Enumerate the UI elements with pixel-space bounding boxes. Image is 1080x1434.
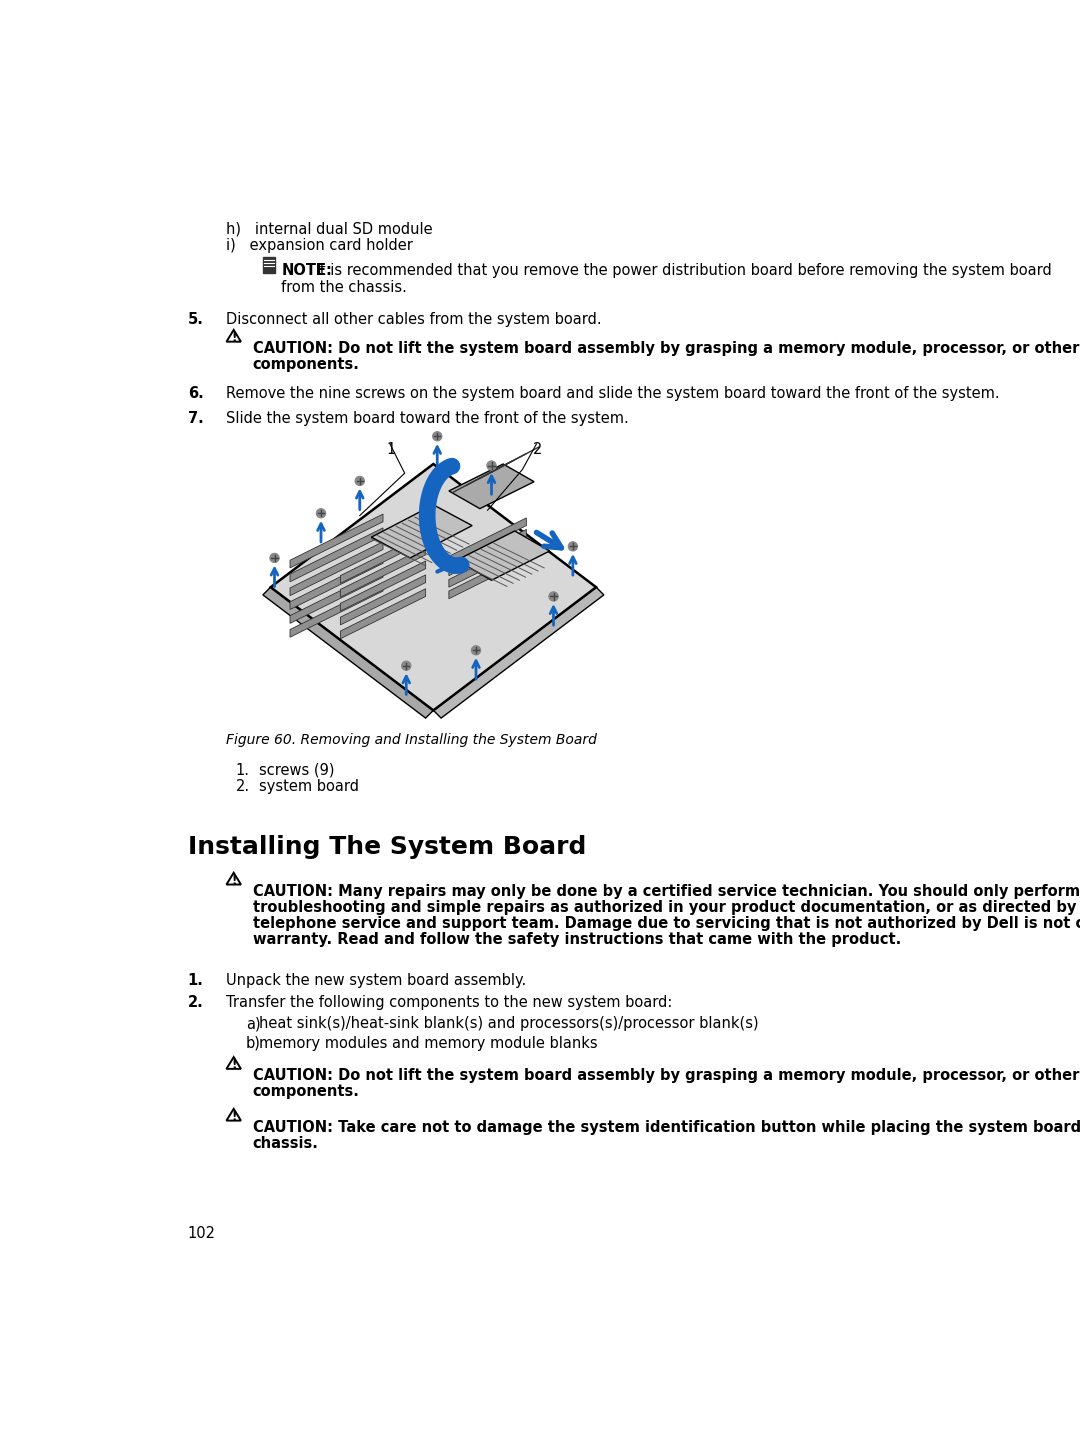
Circle shape xyxy=(549,592,558,601)
Text: Transfer the following components to the new system board:: Transfer the following components to the… xyxy=(227,995,673,1011)
Polygon shape xyxy=(449,541,526,587)
Polygon shape xyxy=(340,561,426,611)
Text: components.: components. xyxy=(253,1084,360,1100)
Text: 7.: 7. xyxy=(188,410,203,426)
Text: Installing The System Board: Installing The System Board xyxy=(188,836,586,859)
Text: NOTE:: NOTE: xyxy=(282,264,333,278)
Circle shape xyxy=(568,542,578,551)
Text: !: ! xyxy=(231,873,237,886)
Polygon shape xyxy=(433,587,604,718)
Polygon shape xyxy=(262,587,433,718)
Text: Figure 60. Removing and Installing the System Board: Figure 60. Removing and Installing the S… xyxy=(227,733,597,747)
Text: 5.: 5. xyxy=(188,313,203,327)
Text: h)   internal dual SD module: h) internal dual SD module xyxy=(227,221,433,237)
Text: 102: 102 xyxy=(188,1226,216,1240)
Text: CAUTION: Take care not to damage the system identification button while placing : CAUTION: Take care not to damage the sys… xyxy=(253,1120,1080,1134)
Text: heat sink(s)/heat-sink blank(s) and processors(s)/processor blank(s): heat sink(s)/heat-sink blank(s) and proc… xyxy=(259,1017,758,1031)
Text: !: ! xyxy=(231,1110,237,1123)
Text: memory modules and memory module blanks: memory modules and memory module blanks xyxy=(259,1035,597,1051)
Text: troubleshooting and simple repairs as authorized in your product documentation, : troubleshooting and simple repairs as au… xyxy=(253,901,1080,915)
Polygon shape xyxy=(291,584,383,637)
Text: 1: 1 xyxy=(387,443,395,457)
Text: b): b) xyxy=(246,1035,260,1051)
Polygon shape xyxy=(449,552,526,599)
Polygon shape xyxy=(449,465,535,509)
Polygon shape xyxy=(291,569,383,624)
Polygon shape xyxy=(372,505,472,558)
Polygon shape xyxy=(340,548,426,597)
Text: CAUTION: Many repairs may only be done by a certified service technician. You sh: CAUTION: Many repairs may only be done b… xyxy=(253,883,1080,899)
Text: Disconnect all other cables from the system board.: Disconnect all other cables from the sys… xyxy=(227,313,602,327)
Text: 2.: 2. xyxy=(188,995,203,1011)
Text: It is recommended that you remove the power distribution board before removing t: It is recommended that you remove the po… xyxy=(311,264,1052,278)
Text: !: ! xyxy=(231,1058,237,1071)
Polygon shape xyxy=(340,533,426,584)
Polygon shape xyxy=(291,513,383,568)
Text: from the chassis.: from the chassis. xyxy=(282,280,407,294)
Text: 6.: 6. xyxy=(188,386,203,402)
Text: 2: 2 xyxy=(534,443,542,457)
Circle shape xyxy=(487,460,496,470)
Text: 1.: 1. xyxy=(188,972,203,988)
Polygon shape xyxy=(291,542,383,595)
Circle shape xyxy=(316,509,326,518)
Polygon shape xyxy=(291,528,383,582)
Text: Slide the system board toward the front of the system.: Slide the system board toward the front … xyxy=(227,410,630,426)
Text: screws (9): screws (9) xyxy=(259,763,335,777)
Circle shape xyxy=(355,476,364,486)
Polygon shape xyxy=(291,555,383,609)
Bar xyxy=(262,257,275,272)
Text: Unpack the new system board assembly.: Unpack the new system board assembly. xyxy=(227,972,527,988)
Polygon shape xyxy=(449,518,526,564)
Text: Remove the nine screws on the system board and slide the system board toward the: Remove the nine screws on the system boa… xyxy=(227,386,1000,402)
Polygon shape xyxy=(340,575,426,625)
Text: components.: components. xyxy=(253,357,360,373)
Text: 2.: 2. xyxy=(235,779,249,794)
Circle shape xyxy=(433,432,442,440)
Polygon shape xyxy=(449,529,526,575)
Text: 1.: 1. xyxy=(235,763,249,777)
Text: !: ! xyxy=(231,331,237,344)
Text: telephone service and support team. Damage due to servicing that is not authoriz: telephone service and support team. Dama… xyxy=(253,916,1080,931)
Text: warranty. Read and follow the safety instructions that came with the product.: warranty. Read and follow the safety ins… xyxy=(253,932,901,948)
Text: system board: system board xyxy=(259,779,359,794)
Polygon shape xyxy=(340,589,426,638)
Polygon shape xyxy=(457,531,550,581)
Circle shape xyxy=(270,554,279,562)
Circle shape xyxy=(402,661,410,670)
Text: CAUTION: Do not lift the system board assembly by grasping a memory module, proc: CAUTION: Do not lift the system board as… xyxy=(253,341,1079,356)
Circle shape xyxy=(471,645,481,655)
Polygon shape xyxy=(271,465,596,710)
Text: i)   expansion card holder: i) expansion card holder xyxy=(227,238,414,252)
Text: CAUTION: Do not lift the system board assembly by grasping a memory module, proc: CAUTION: Do not lift the system board as… xyxy=(253,1068,1079,1083)
Text: chassis.: chassis. xyxy=(253,1136,319,1152)
Text: a): a) xyxy=(246,1017,260,1031)
